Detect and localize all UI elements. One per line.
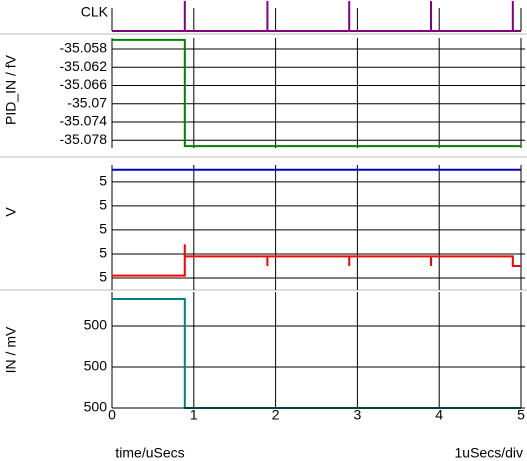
y-tick-label: 5: [99, 197, 107, 213]
x-tick-label: 1: [190, 407, 198, 423]
x-tick-label: 3: [354, 407, 362, 423]
y-tick-label: -35.058: [60, 40, 108, 56]
x-tick-label: 0: [108, 407, 116, 423]
y-tick-label: 5: [99, 221, 107, 237]
y-tick-label: 500: [84, 317, 108, 333]
y-tick-label: -35.062: [60, 58, 108, 74]
signal-trace: [112, 1, 521, 32]
y-axis-label: CLK: [81, 4, 109, 20]
y-tick-label: -35.074: [60, 113, 108, 129]
x-axis-label: time/uSecs: [115, 445, 184, 461]
y-tick-label: -35.078: [60, 131, 108, 147]
y-tick-label: 500: [84, 399, 108, 415]
scale-note: 1uSecs/div: [455, 445, 523, 461]
x-tick-label: 5: [517, 407, 525, 423]
y-tick-label: -35.07: [67, 94, 107, 110]
y-tick-label: 5: [99, 269, 107, 285]
x-tick-label: 4: [435, 407, 443, 423]
x-tick-label: 2: [272, 407, 280, 423]
signal-trace: [112, 38, 521, 148]
y-tick-label: 500: [84, 358, 108, 374]
signal-trace: [112, 244, 521, 277]
y-tick-label: 5: [99, 173, 107, 189]
y-axis-label: PID_IN / fV: [3, 54, 19, 125]
y-tick-label: -35.066: [60, 76, 108, 92]
y-axis-label: IN / mV: [3, 326, 19, 373]
y-tick-label: 5: [99, 245, 107, 261]
y-axis-label: V: [3, 207, 19, 217]
